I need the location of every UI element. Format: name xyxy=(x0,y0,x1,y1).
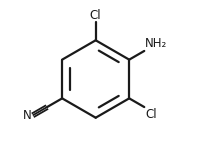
Text: NH₂: NH₂ xyxy=(145,37,167,51)
Text: N: N xyxy=(23,109,32,122)
Text: Cl: Cl xyxy=(145,107,157,121)
Text: Cl: Cl xyxy=(90,9,102,22)
